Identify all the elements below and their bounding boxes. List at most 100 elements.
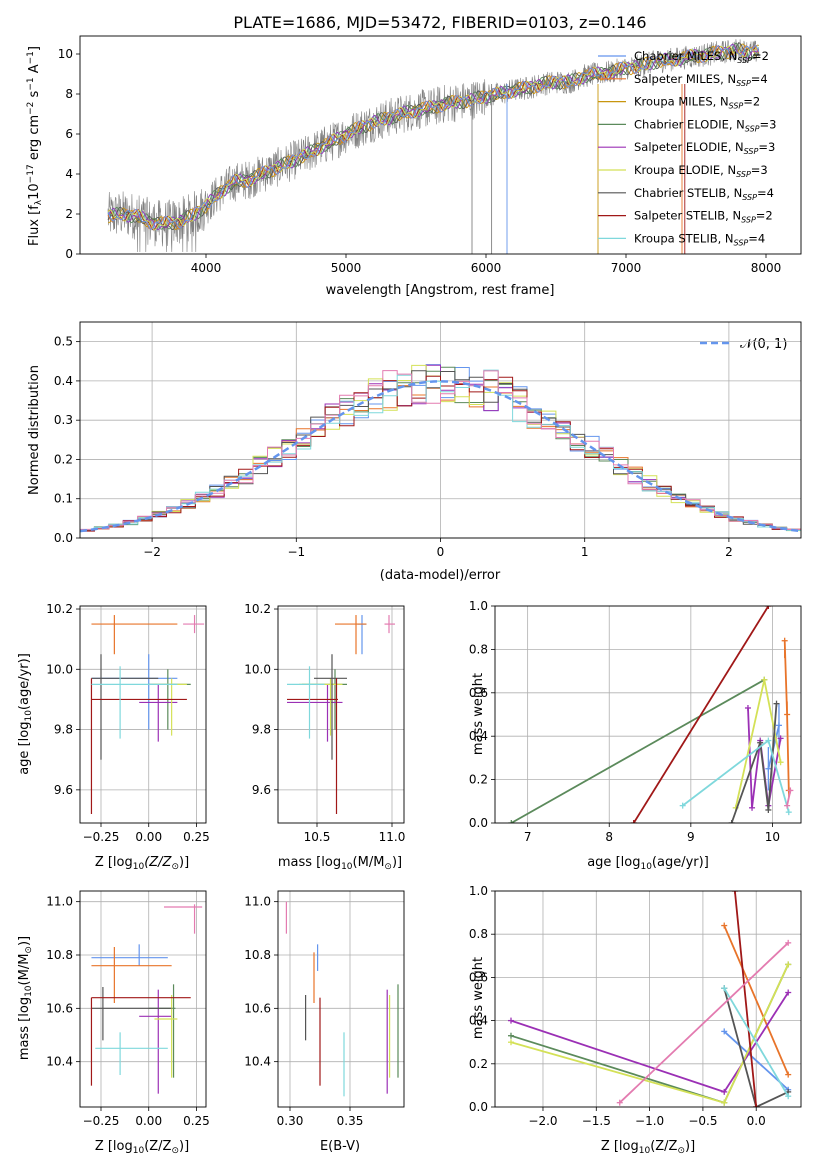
residuals-xlabel: (data-model)/error [380, 568, 501, 583]
age-mass-grid [278, 606, 404, 823]
y-tick-label: 0.4 [469, 1014, 488, 1028]
mass-weight-age-ticks: 7 8 9 10 0.0 0.2 0.4 0.6 0.8 1.0 [469, 599, 780, 844]
y-tick-label: 0.2 [469, 773, 488, 787]
x-tick-label: 10.5 [304, 830, 331, 844]
residuals-plot-area [80, 364, 801, 533]
mw-z-xlabel: Z [log10(Z/Z⊙)] [601, 1139, 695, 1156]
x-tick-label: −1.5 [582, 1114, 611, 1128]
x-tick-label: 2 [725, 545, 733, 559]
x-tick-label: 1 [581, 545, 589, 559]
x-tick-label: 7 [524, 830, 532, 844]
y-tick-label: 10.6 [46, 1001, 73, 1015]
y-tick-label: 0.6 [469, 686, 488, 700]
spectrum-xlabel: wavelength [Angstrom, rest frame] [326, 283, 555, 298]
weight-line [510, 679, 765, 823]
mass-z-panel: Z [log10(Z/Z⊙)] mass [log10(M/M⊙)] −0.25… [17, 890, 210, 1156]
mw-age-xlabel: age [log10(age/yr)] [587, 855, 709, 872]
age-mass-frame [277, 605, 405, 824]
x-tick-label: 7000 [611, 261, 642, 275]
spectrum-plot-area [107, 39, 760, 254]
weight-line [723, 987, 789, 1107]
y-tick-label: 0.0 [469, 816, 488, 830]
y-tick-label: 10.6 [244, 1001, 271, 1015]
model-spectrum-line [107, 44, 759, 231]
mass-weight-z-plot-area [507, 891, 792, 1107]
y-tick-label: 10.8 [244, 948, 271, 962]
spectrum-frame [79, 35, 802, 255]
y-tick-label: 10.2 [244, 602, 271, 616]
x-tick-label: −2.0 [528, 1114, 557, 1128]
age-z-ticks: −0.25 0.00 0.25 9.6 9.8 10.0 10.2 [46, 602, 210, 844]
y-tick-label: 1.0 [469, 884, 488, 898]
x-tick-label: 0.25 [183, 1114, 210, 1128]
mass-weight-age-frame [494, 605, 802, 824]
mass-weight-z-panel: Z [log10(Z/Z⊙)] mass weight −2.0 −1.5 −1.0… [469, 884, 802, 1156]
y-tick-label: 10.8 [46, 948, 73, 962]
mass-z-ticks: −0.25 0.00 0.25 10.4 10.6 10.8 11.0 [46, 895, 210, 1128]
weight-line [734, 891, 758, 1107]
spectrum-ticks: 4000 5000 6000 7000 8000 0 2 4 6 8 10 [58, 47, 782, 275]
y-tick-label: 11.0 [46, 895, 73, 909]
x-tick-label: 0.0 [747, 1114, 766, 1128]
legend-entry: Kroupa STELIB, NSSP=4 [634, 231, 765, 247]
mass-z-frame [79, 890, 207, 1108]
spectrum-legend: Chabrier MILES, NSSP=2 Salpeter MILES, NS… [598, 49, 776, 247]
age-mass-plot-area [287, 615, 395, 814]
age-mass-panel: mass [log10(M/M⊙)] 10.5 11.09.69.810.010.… [244, 602, 405, 872]
residuals-frame [79, 321, 802, 539]
mass-z-xlabel: Z [log10(Z/Z⊙)] [95, 1139, 189, 1156]
y-tick-label: 0 [65, 247, 73, 261]
legend-entry: Chabrier ELODIE, NSSP=3 [634, 117, 776, 133]
x-tick-label: 8000 [751, 261, 782, 275]
y-tick-label: 0.0 [469, 1100, 488, 1114]
y-tick-label: 9.8 [252, 723, 271, 737]
y-tick-label: 9.8 [54, 723, 73, 737]
x-tick-label: −2 [143, 545, 161, 559]
y-tick-label: 0.0 [54, 531, 73, 545]
x-tick-label: 0.25 [183, 830, 210, 844]
age-mass-ticks: 10.5 11.0 9.6 9.8 10.0 10.2 [244, 602, 405, 844]
spectrum-panel: PLATE=1686, MJD=53472, FIBERID=0103, z=0… [26, 13, 802, 298]
y-tick-label: 0.8 [469, 927, 488, 941]
legend-entry: Salpeter ELODIE, NSSP=3 [634, 140, 775, 156]
x-tick-label: 8 [605, 830, 613, 844]
x-tick-label: 4000 [191, 261, 222, 275]
residuals-ticks: −2 −1 0 1 2 0.0 0.1 0.2 0.3 0.4 0.5 [54, 335, 733, 559]
age-z-plot-area [90, 615, 205, 814]
x-tick-label: 9 [687, 830, 695, 844]
y-tick-label: 8 [65, 87, 73, 101]
mw-z-ylabel: mass weight [471, 957, 486, 1039]
residuals-panel: (data-model)/error Normed distribution 𝒩… [27, 321, 802, 583]
mass-ebv-panel: E(B-V) 0.30 0.35 10.4 10.6 10.8 11.0 [244, 890, 405, 1154]
y-tick-label: 10.4 [244, 1055, 271, 1069]
mass-weight-z-ticks: −2.0 −1.5 −1.0 −0.5 0.0 0.0 0.2 0.4 0.6 0.8 1.0 [469, 884, 766, 1128]
spectrum-ylabel: Flux [fλ10−17 erg cm−2 s−1 A−1] [26, 46, 44, 246]
x-tick-label: 11.0 [379, 830, 406, 844]
mass-ebv-ticks: 0.30 0.35 10.4 10.6 10.8 11.0 [244, 895, 363, 1128]
legend-entry: Kroupa ELODIE, NSSP=3 [634, 163, 768, 179]
model-spectrum-line [107, 42, 759, 230]
y-tick-label: 11.0 [244, 895, 271, 909]
x-tick-label: −0.25 [83, 1114, 120, 1128]
y-tick-label: 0.2 [469, 1057, 488, 1071]
mw-age-ylabel: mass weight [471, 673, 486, 755]
mass-ebv-xlabel: E(B-V) [320, 1139, 360, 1154]
mass-z-plot-area [90, 904, 203, 1094]
weight-line [723, 925, 790, 1075]
y-tick-label: 0.4 [469, 729, 488, 743]
legend-entry: Salpeter STELIB, NSSP=2 [634, 209, 773, 225]
x-tick-label: 6000 [471, 261, 502, 275]
weight-line [723, 987, 789, 1097]
mass-weight-age-plot-area [508, 606, 794, 823]
mass-ebv-frame [277, 890, 405, 1108]
age-z-ylabel: age [log10(age/yr)] [17, 653, 34, 775]
age-z-frame [79, 605, 207, 824]
x-tick-label: −1.0 [635, 1114, 664, 1128]
legend-entry: Chabrier STELIB, NSSP=4 [634, 186, 774, 202]
model-spectrum-line [107, 42, 759, 230]
mass-weight-age-panel: age [log10(age/yr)] mass weight 7 8 9 10 0.0… [469, 599, 802, 872]
weight-line [619, 942, 789, 1104]
y-tick-label: 4 [65, 167, 73, 181]
x-tick-label: 10 [765, 830, 780, 844]
